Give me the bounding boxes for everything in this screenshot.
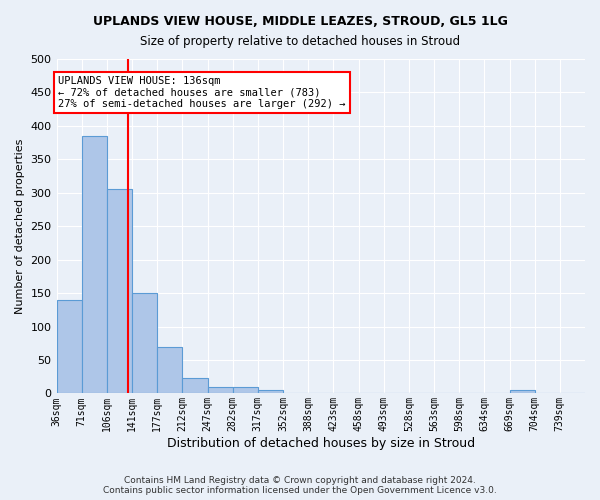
Text: Contains HM Land Registry data © Crown copyright and database right 2024.
Contai: Contains HM Land Registry data © Crown c… [103, 476, 497, 495]
Bar [233, 386, 258, 394]
Y-axis label: Number of detached properties: Number of detached properties [15, 138, 25, 314]
Bar [132, 293, 157, 394]
Text: UPLANDS VIEW HOUSE: 136sqm
← 72% of detached houses are smaller (783)
27% of sem: UPLANDS VIEW HOUSE: 136sqm ← 72% of deta… [58, 76, 346, 109]
Bar [107, 190, 132, 394]
Text: Size of property relative to detached houses in Stroud: Size of property relative to detached ho… [140, 35, 460, 48]
Bar [182, 378, 208, 394]
X-axis label: Distribution of detached houses by size in Stroud: Distribution of detached houses by size … [167, 437, 475, 450]
Text: UPLANDS VIEW HOUSE, MIDDLE LEAZES, STROUD, GL5 1LG: UPLANDS VIEW HOUSE, MIDDLE LEAZES, STROU… [92, 15, 508, 28]
Bar [82, 136, 107, 394]
Bar [208, 386, 233, 394]
Bar [258, 390, 283, 394]
Bar [56, 300, 82, 394]
Bar [157, 346, 182, 394]
Bar [509, 390, 535, 394]
